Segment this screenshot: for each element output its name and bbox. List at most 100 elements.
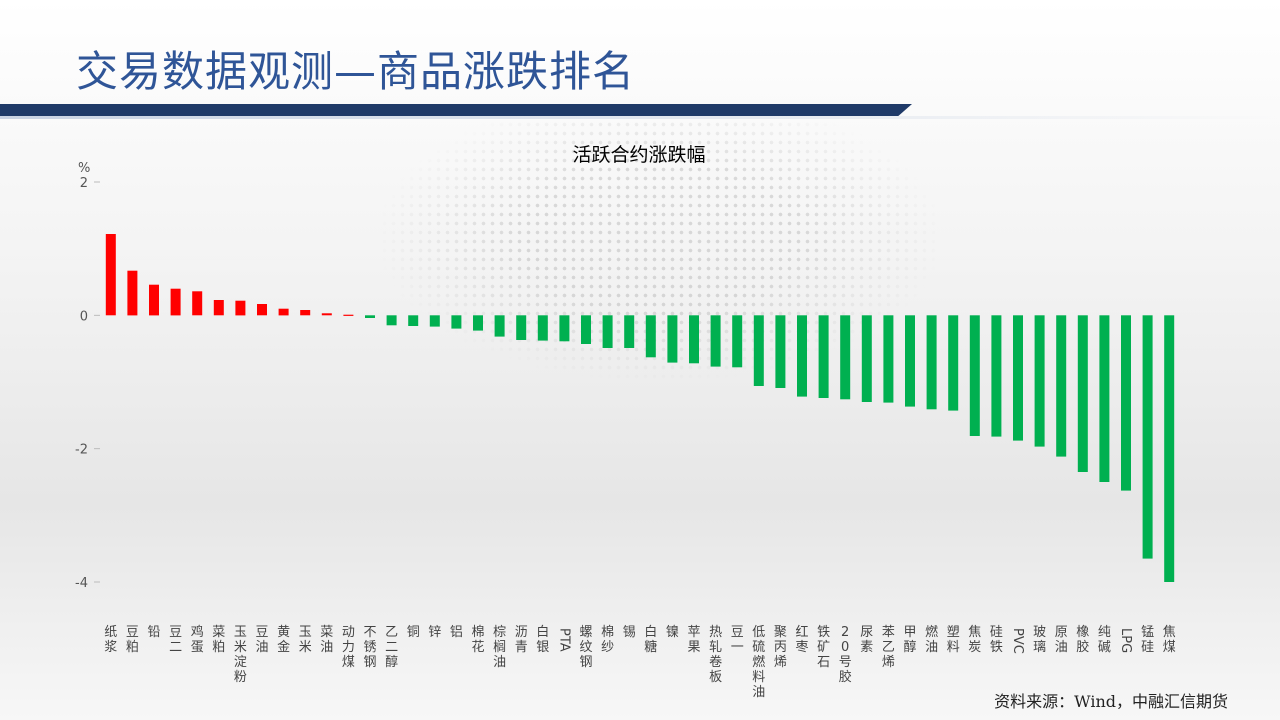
bar bbox=[516, 315, 527, 340]
bar bbox=[710, 315, 721, 367]
x-category-label: PVC bbox=[1010, 628, 1025, 654]
x-category-label: 硅铁 bbox=[990, 625, 1003, 655]
x-category-label: LPG bbox=[1118, 628, 1133, 653]
bar bbox=[321, 313, 332, 316]
x-category-label: 纸浆 bbox=[104, 625, 117, 655]
x-category-label: 棕榈油 bbox=[493, 625, 506, 670]
bar bbox=[451, 315, 462, 329]
chart-title: 活跃合约涨跌幅 bbox=[572, 144, 706, 166]
x-category-label: 豆一 bbox=[731, 625, 744, 655]
x-category-label: PTA bbox=[556, 628, 571, 652]
y-tick-label: -2 bbox=[75, 443, 88, 458]
bar bbox=[926, 315, 937, 410]
x-category-label: 橡胶 bbox=[1076, 625, 1089, 655]
x-category-label: 白糖 bbox=[644, 624, 657, 655]
bar bbox=[192, 291, 203, 316]
bar bbox=[689, 315, 699, 364]
bar bbox=[1056, 315, 1067, 457]
x-category-label: 沥青 bbox=[515, 625, 528, 655]
bar bbox=[667, 315, 678, 363]
x-category-label: 菜粕 bbox=[212, 625, 225, 655]
bar bbox=[494, 315, 505, 337]
bar bbox=[235, 300, 246, 316]
slide-title: 交易数据观测—商品涨跌排名 bbox=[76, 47, 636, 96]
x-category-label: 焦煤 bbox=[1163, 625, 1176, 655]
bar bbox=[948, 315, 959, 411]
bar bbox=[883, 315, 894, 403]
x-category-label: 苯乙烯 bbox=[882, 625, 895, 670]
x-category-label: 聚丙烯 bbox=[774, 625, 787, 670]
bar bbox=[257, 304, 267, 316]
bar bbox=[645, 315, 656, 358]
bar bbox=[991, 315, 1002, 437]
bar bbox=[581, 315, 591, 344]
y-tick-label: 2 bbox=[80, 176, 88, 191]
x-category-label: 尿素 bbox=[860, 625, 873, 655]
bar bbox=[818, 315, 829, 398]
bar bbox=[624, 315, 635, 348]
bar bbox=[127, 270, 138, 316]
x-category-label: 纯碱 bbox=[1098, 625, 1111, 655]
bar bbox=[1164, 315, 1175, 582]
bar bbox=[905, 315, 915, 407]
x-category-label: 镍 bbox=[666, 625, 679, 640]
x-category-label: 玉米 bbox=[299, 625, 312, 655]
x-category-label: 菜油 bbox=[320, 625, 333, 655]
source-note: 资料来源：Wind，中融汇信期货 bbox=[994, 692, 1228, 711]
bar bbox=[797, 315, 807, 397]
y-tick-label: 0 bbox=[80, 309, 88, 324]
bar bbox=[1121, 315, 1131, 491]
bar bbox=[149, 284, 159, 316]
bar bbox=[365, 315, 375, 318]
x-category-label: 棉纱 bbox=[601, 625, 614, 655]
y-tick-label: -4 bbox=[75, 576, 88, 591]
x-category-label: 玻璃 bbox=[1033, 625, 1046, 655]
x-category-label: 螺纹钢 bbox=[579, 625, 592, 670]
x-category-label: 豆油 bbox=[255, 625, 268, 655]
x-category-label: 铅 bbox=[147, 625, 160, 640]
bar bbox=[602, 315, 613, 348]
y-axis-unit-label: % bbox=[78, 161, 90, 176]
bar bbox=[343, 314, 354, 316]
bar bbox=[429, 315, 440, 327]
x-category-label: 不锈钢 bbox=[363, 625, 376, 670]
x-category-label: 白银 bbox=[536, 624, 549, 655]
x-category-label: 焦炭 bbox=[968, 625, 981, 655]
x-category-label: 乙二醇 bbox=[385, 625, 398, 670]
x-category-label: 铝 bbox=[450, 625, 463, 640]
bar bbox=[753, 315, 764, 386]
bar bbox=[1013, 315, 1023, 441]
bar bbox=[1099, 315, 1110, 482]
bar bbox=[213, 300, 224, 316]
x-category-label: 豆粕 bbox=[126, 625, 139, 655]
bar bbox=[278, 308, 289, 316]
x-category-label: 铁矿石 bbox=[817, 625, 830, 670]
x-category-label: 红枣 bbox=[795, 624, 808, 655]
x-category-label: 铜 bbox=[407, 625, 420, 640]
x-category-label: 原油 bbox=[1055, 625, 1068, 655]
x-category-label: 玉米淀粉 bbox=[234, 625, 247, 685]
bar bbox=[1142, 315, 1153, 559]
x-category-label: 动力煤 bbox=[342, 625, 355, 670]
bar bbox=[386, 315, 397, 326]
bar bbox=[473, 315, 483, 331]
x-category-label: 燃油 bbox=[925, 624, 938, 655]
x-category-label: 黄金 bbox=[277, 625, 290, 655]
bar bbox=[105, 234, 116, 316]
x-category-label: 苹果 bbox=[687, 625, 700, 655]
bar bbox=[1034, 315, 1045, 447]
x-category-label: 低硫燃料油 bbox=[752, 625, 765, 700]
bar bbox=[840, 315, 851, 400]
x-category-label: 塑料 bbox=[947, 625, 960, 655]
title-bar-shadow bbox=[0, 116, 1280, 119]
x-category-label: 锡 bbox=[623, 625, 636, 640]
bar bbox=[537, 315, 548, 341]
bar bbox=[559, 315, 570, 342]
x-category-label: 豆二 bbox=[169, 625, 182, 655]
bar bbox=[775, 315, 786, 388]
x-category-label: 锌 bbox=[428, 625, 441, 640]
bar bbox=[300, 310, 311, 316]
bar bbox=[969, 315, 980, 436]
x-category-label: 棉花 bbox=[471, 625, 484, 655]
